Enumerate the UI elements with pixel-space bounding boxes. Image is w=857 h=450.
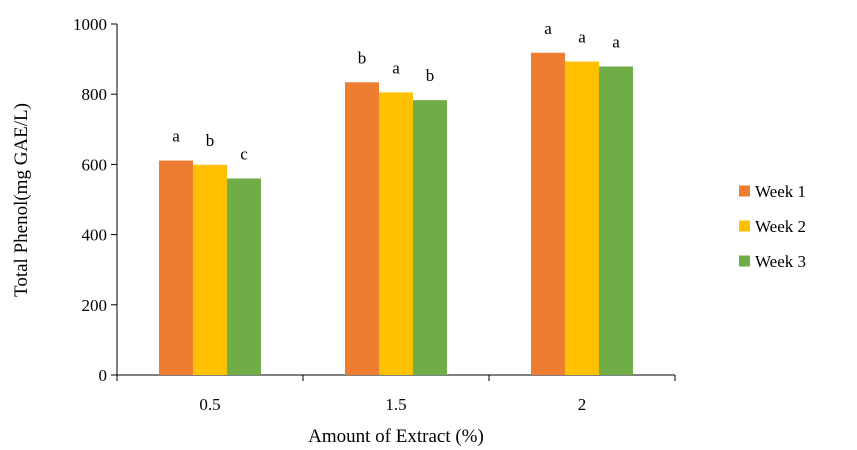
significance-label: a (578, 28, 586, 47)
legend: Week 1 Week 2 Week 3 (739, 182, 806, 271)
significance-label: a (172, 127, 180, 146)
x-axis: 0.5 1.5 2 (116, 374, 676, 414)
bar-week-3-0.5 (227, 178, 261, 375)
x-axis-title: Amount of Extract (%) (308, 426, 484, 447)
y-tick-label: 1000 (73, 15, 107, 34)
significance-label: c (240, 144, 248, 163)
bar-week-3-1.5 (413, 100, 447, 376)
y-tick-label: 400 (82, 226, 108, 245)
bar-week-1-2 (531, 52, 565, 375)
legend-label: Week 2 (755, 217, 806, 236)
y-tick-label: 800 (82, 85, 108, 104)
significance-labels: a b c b a b a a a (172, 19, 620, 164)
y-axis-title: Total Phenol(mg GAE/L) (11, 103, 32, 297)
y-tick-label: 200 (82, 296, 108, 315)
x-tick-label: 1.5 (385, 395, 406, 414)
significance-label: a (544, 19, 552, 38)
bar-week-1-0.5 (159, 160, 193, 375)
bar-week-1-1.5 (345, 82, 379, 376)
x-tick-label: 0.5 (199, 395, 220, 414)
legend-label: Week 3 (755, 252, 806, 271)
significance-label: b (426, 66, 435, 85)
significance-label: b (206, 131, 215, 150)
y-axis: 0 200 400 600 800 1000 (73, 15, 118, 385)
bar-week-2-1.5 (379, 92, 413, 375)
significance-label: a (612, 32, 620, 51)
bars (159, 52, 633, 376)
legend-swatch (739, 220, 750, 232)
bar-week-2-0.5 (193, 164, 227, 375)
bar-week-3-2 (599, 66, 633, 375)
bar-week-2-2 (565, 61, 599, 375)
legend-swatch (739, 185, 750, 197)
legend-swatch (739, 255, 750, 267)
x-tick-label: 2 (578, 395, 587, 414)
significance-label: b (358, 48, 367, 67)
y-tick-label: 600 (82, 155, 108, 174)
y-tick-label: 0 (99, 366, 108, 385)
legend-label: Week 1 (755, 182, 806, 201)
significance-label: a (392, 58, 400, 77)
